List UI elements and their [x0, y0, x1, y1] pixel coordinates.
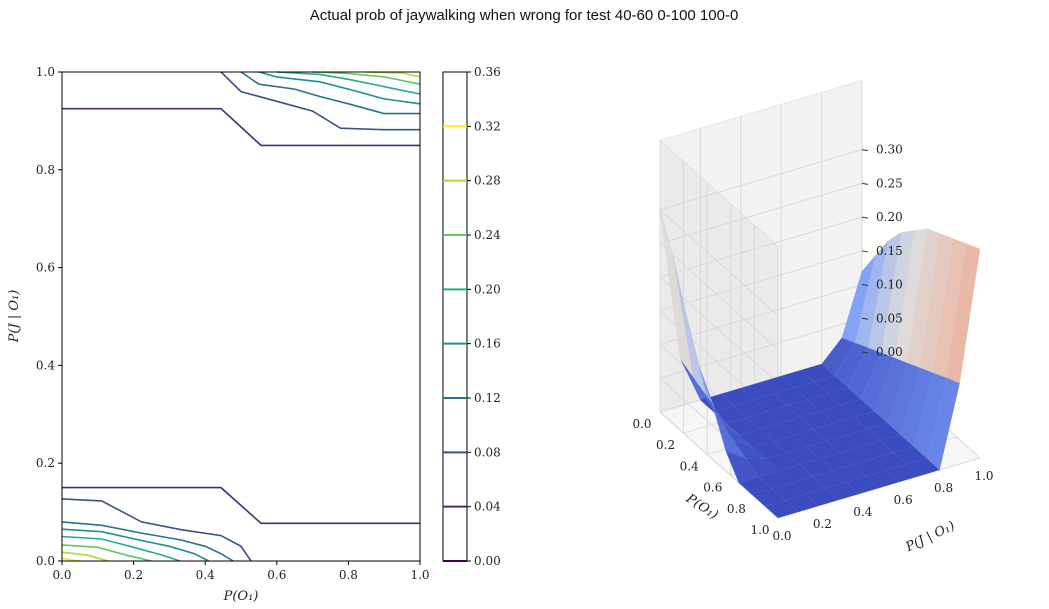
contour-line-3 — [258, 71, 421, 105]
surface-z-tick-mark-3 — [861, 250, 869, 253]
surface-z-tick-label-6: 0.30 — [876, 143, 903, 157]
contour-line-2 — [240, 71, 420, 115]
contour-y-tick-label-1: 0.2 — [36, 456, 55, 470]
contour-axes-frame — [61, 71, 421, 562]
contour-line-1 — [220, 71, 420, 131]
colorbar-tick-label-7: 0.28 — [474, 174, 501, 188]
contour-y-axis-label: P(J | O₁) — [7, 290, 22, 344]
contour-x-tick-label-2: 0.4 — [196, 568, 215, 582]
surface-face-8-9 — [946, 243, 981, 384]
contour-line-11 — [61, 535, 181, 562]
surface-z-tick-label-2: 0.10 — [876, 278, 903, 292]
surface-y-tick-label-1: 0.2 — [813, 517, 832, 531]
surface-grid-z-left-5 — [659, 242, 779, 350]
surface-z-tick-label-4: 0.20 — [876, 210, 903, 224]
surface-x-tick-label-1: 0.2 — [656, 438, 675, 452]
surface-y-axis-label: P(J | O₁) — [903, 519, 958, 556]
contour-x-tick-label-0: 0.0 — [52, 568, 71, 582]
surface-z-tick-mark-1 — [861, 317, 869, 320]
contour-ticks: 0.0 0.2 0.4 0.6 0.8 1.0 0.0 0.2 0.4 0.6 0.8 1.0 — [36, 65, 430, 582]
contour-line-10 — [61, 528, 210, 562]
surface-x-tick-label-3: 0.6 — [703, 481, 722, 495]
colorbar-tick-label-9: 0.36 — [474, 65, 501, 79]
surface-x-tick-label-4: 0.8 — [727, 502, 746, 516]
colorbar-tick-label-2: 0.08 — [474, 445, 501, 459]
contour-line-4 — [276, 71, 421, 95]
contour-plot: 0.0 0.2 0.4 0.6 0.8 1.0 0.0 0.2 0.4 0.6 0.8 1.0 P(O… — [7, 65, 430, 604]
contour-line-9 — [61, 521, 234, 562]
figure-title: Actual prob of jaywalking when wrong for… — [310, 7, 739, 24]
surface-z-tick-mark-0 — [861, 351, 869, 354]
contour-y-tick-label-4: 0.8 — [36, 163, 55, 177]
contour-x-axis-label: P(O₁) — [223, 589, 259, 604]
colorbar-tick-label-8: 0.32 — [474, 119, 501, 133]
contour-y-tick-label-5: 1.0 — [36, 65, 55, 79]
surface-y-tick-label-3: 0.6 — [894, 493, 913, 507]
colorbar: 0.00 0.04 0.08 0.12 0.16 0.20 0.24 0.28 0.32 0.36 — [442, 65, 501, 568]
surface-z-tick-label-1: 0.05 — [876, 311, 903, 325]
surface-y-tick-label-5: 1.0 — [974, 469, 993, 483]
surface-x-tick-label-2: 0.4 — [680, 459, 699, 473]
contour-line-13 — [61, 551, 109, 562]
contour-lines — [61, 71, 421, 562]
contour-y-tick-label-3: 0.6 — [36, 261, 55, 275]
contour-line-8 — [61, 498, 252, 562]
contour-x-tick-label-5: 1.0 — [410, 568, 429, 582]
surface-z-tick-mark-2 — [861, 284, 869, 287]
surface-z-tick-mark-5 — [861, 182, 869, 185]
surface-y-tick-label-0: 0.0 — [772, 529, 791, 543]
colorbar-tick-label-0: 0.00 — [474, 554, 501, 568]
colorbar-tick-label-4: 0.16 — [474, 337, 501, 351]
surface-z-tick-label-5: 0.25 — [876, 176, 903, 190]
colorbar-frame — [442, 71, 468, 562]
colorbar-tick-label-6: 0.24 — [474, 228, 501, 242]
surface-x-tick-label-5: 1.0 — [750, 523, 769, 537]
surface-face-8-5 — [865, 469, 900, 489]
surface-x-tick-label-0: 0.0 — [632, 417, 651, 431]
contour-line-5 — [312, 71, 421, 85]
surface-faces — [659, 209, 981, 519]
colorbar-items: 0.00 0.04 0.08 0.12 0.16 0.20 0.24 0.28 0.32 0.36 — [443, 65, 501, 568]
surface-y-tick-label-2: 0.4 — [853, 505, 872, 519]
surface-z-tick-mark-4 — [861, 216, 869, 219]
contour-x-tick-label-1: 0.2 — [124, 568, 143, 582]
surface-x-axis-label: P(O₁) — [682, 491, 720, 523]
surface-grid-z-back-5 — [659, 182, 863, 244]
contour-y-tick-label-0: 0.0 — [36, 554, 55, 568]
surface-grid-z-back-3 — [659, 250, 863, 312]
surface-z-tick-label-0: 0.00 — [876, 345, 903, 359]
surface-grid-z-back-6 — [659, 149, 863, 211]
surface-grid-z-back-2 — [659, 284, 863, 346]
surface-z-tick-mark-6 — [861, 149, 869, 152]
contour-line-12 — [61, 544, 152, 562]
colorbar-tick-label-5: 0.20 — [474, 282, 501, 296]
surface-face-8-8 — [926, 377, 961, 471]
surface-3d-plot: 0.00.20.40.60.81.0 0.00.20.40.60.81.00.00… — [632, 79, 994, 556]
contour-line-7 — [62, 486, 420, 525]
surface-grid-z-left-6 — [659, 209, 779, 317]
surface-y-tick-label-4: 0.8 — [934, 481, 953, 495]
surface-ticks: 0.00.20.40.60.81.0 0.00.20.40.60.81.00.00… — [632, 143, 993, 543]
surface-grid-z-back-4 — [659, 216, 863, 278]
contour-x-tick-label-4: 0.8 — [339, 568, 358, 582]
contour-line-0 — [62, 107, 420, 147]
colorbar-tick-label-1: 0.04 — [474, 500, 501, 514]
colorbar-tick-label-3: 0.12 — [474, 391, 501, 405]
surface-z-tick-label-3: 0.15 — [876, 244, 903, 258]
contour-y-tick-label-2: 0.4 — [36, 358, 55, 372]
contour-x-tick-label-3: 0.6 — [267, 568, 286, 582]
